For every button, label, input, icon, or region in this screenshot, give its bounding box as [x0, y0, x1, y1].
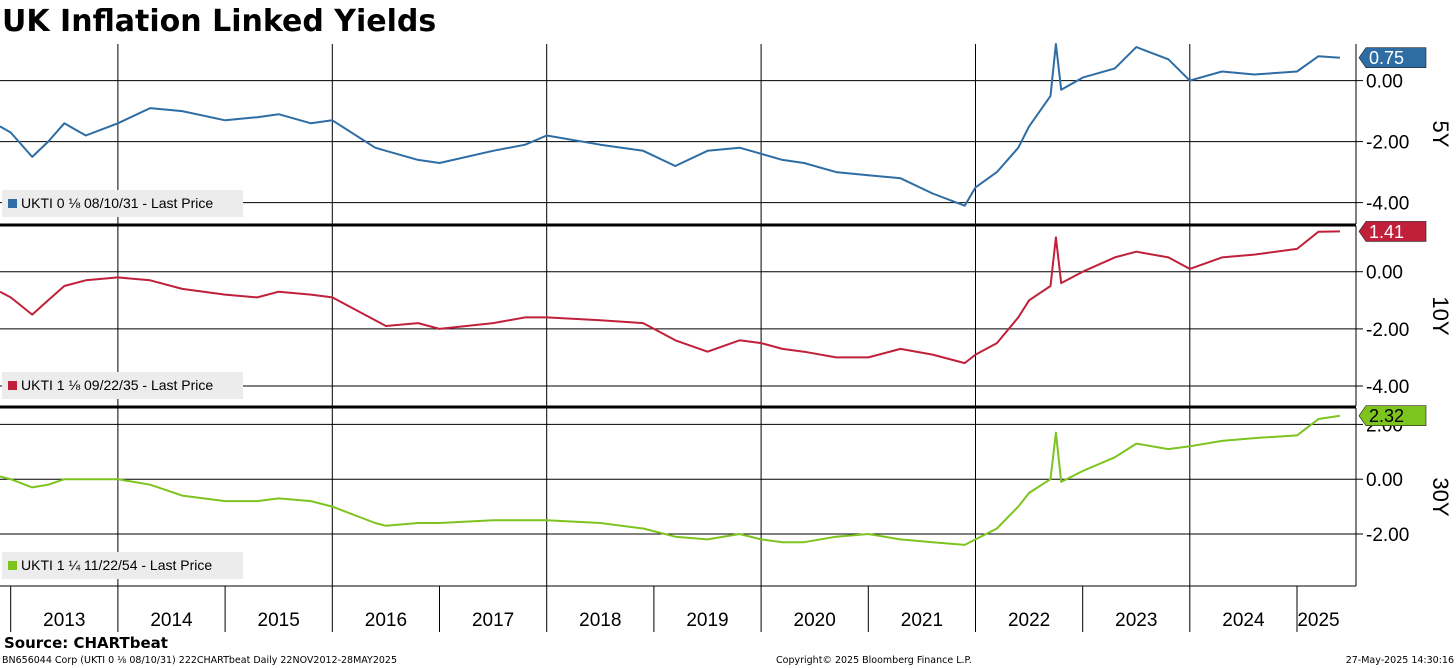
y-tick-label: 0.00	[1366, 470, 1403, 491]
legend-text: UKTI 1 ⅛ 09/22/35 - Last Price	[21, 377, 213, 393]
footer-left: BN656044 Corp (UKTI 0 ⅛ 08/10/31) 222CHA…	[2, 655, 397, 666]
y-tick-label: -2.00	[1366, 320, 1409, 341]
x-tick-label: 2018	[579, 610, 621, 631]
legend-swatch	[8, 381, 17, 390]
x-tick-label: 2021	[901, 610, 943, 631]
legend-swatch	[8, 199, 17, 208]
x-tick-label: 2022	[1008, 610, 1050, 631]
y-tick-label: 0.00	[1366, 72, 1403, 93]
x-tick-label: 2017	[472, 610, 514, 631]
y-tick-label: 0.00	[1366, 263, 1403, 284]
x-tick-label: 2016	[365, 610, 407, 631]
last-value-label: 2.32	[1369, 406, 1404, 426]
panels: 0.00 -2.00 -4.00 0.75 5Y UKTI 0 ⅛ 08/10/31 - …	[0, 43, 1453, 586]
series-line	[0, 414, 1341, 546]
grid-lines	[117, 44, 1191, 586]
x-tick-label: 2023	[1115, 610, 1157, 631]
x-tick-label: 2024	[1222, 610, 1265, 631]
legend-box	[2, 372, 243, 399]
y-tick-label: -2.00	[1366, 133, 1409, 154]
footer-right: 27-May-2025 14:30:16	[1346, 655, 1454, 666]
panel-label: 5Y	[1428, 121, 1453, 148]
legend-text: UKTI 1 ¼ 11/22/54 - Last Price	[21, 557, 212, 573]
panel-5y: 0.00 -2.00 -4.00 0.75 5Y UKTI 0 ⅛ 08/10/31 - …	[0, 43, 1453, 227]
x-tick-label: 2014	[150, 610, 193, 631]
last-value-label: 0.75	[1369, 48, 1404, 68]
legend-swatch	[8, 561, 17, 570]
x-tick-label: 2020	[794, 610, 836, 631]
legend-box	[2, 190, 243, 217]
last-value-tag	[1358, 221, 1427, 242]
panel-10y: 0.00 -2.00 -4.00 1.41 10Y UKTI 1 ⅛ 09/22/35 -…	[0, 221, 1453, 409]
legend-text: UKTI 0 ⅛ 08/10/31 - Last Price	[21, 195, 213, 211]
source-note: Source: CHARTbeat	[4, 634, 168, 652]
x-tick-label: 2013	[43, 610, 85, 631]
chart-title: UK Inflation Linked Yields	[2, 4, 436, 39]
x-tick-label: 2025	[1297, 610, 1339, 631]
x-tick-label: 2019	[686, 610, 728, 631]
last-value-label: 1.41	[1369, 222, 1404, 242]
series-line	[0, 230, 1340, 365]
panel-label: 30Y	[1428, 477, 1453, 516]
last-value-tag	[1358, 405, 1427, 426]
y-tick-label: -4.00	[1366, 194, 1409, 215]
x-axis: 2013 2014 2015 2016 2017 2018 2019 2020 2021 2022…	[0, 585, 1356, 632]
footer-center: Copyright© 2025 Bloomberg Finance L.P.	[776, 655, 972, 666]
x-tick-label: 2015	[258, 610, 300, 631]
y-tick-label: -4.00	[1366, 377, 1409, 398]
last-value-tag	[1358, 47, 1427, 68]
series-line	[0, 43, 1340, 207]
legend-box	[2, 552, 243, 579]
y-tick-label: -2.00	[1366, 525, 1409, 546]
panel-label: 10Y	[1428, 296, 1453, 335]
